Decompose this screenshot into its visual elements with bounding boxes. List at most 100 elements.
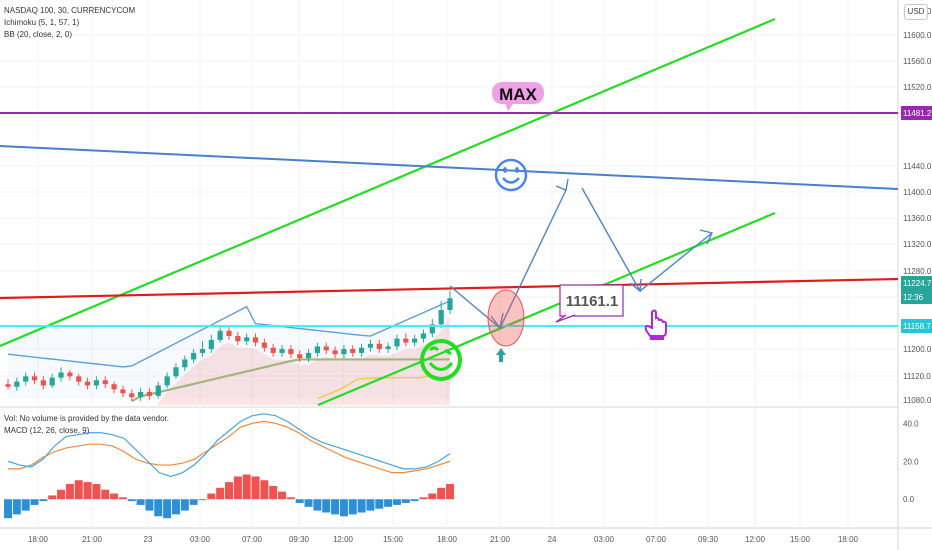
candle <box>173 367 179 377</box>
candle <box>341 349 347 355</box>
bb-legend[interactable]: BB (20, close, 2, 0) <box>4 30 73 39</box>
max-bubble <box>492 82 544 104</box>
macd-histogram-bar <box>437 487 446 500</box>
time-axis-label: 18:00 <box>838 535 859 544</box>
arrow-head <box>699 229 713 245</box>
candle <box>447 298 453 310</box>
time-axis-label: 24 <box>548 535 557 544</box>
candle <box>182 359 188 368</box>
macd-histogram-bar <box>410 499 419 502</box>
price-tick-label: 11320.0 <box>903 240 932 249</box>
candle <box>49 377 55 386</box>
target-callout-tail <box>555 314 576 323</box>
price-badge <box>901 319 932 333</box>
price-badge <box>901 276 932 290</box>
macd-histogram-bar <box>278 491 287 500</box>
macd-histogram-bar <box>127 499 136 502</box>
price-tick-label: 11560.0 <box>903 57 932 66</box>
up-arrow-icon <box>496 348 506 362</box>
target-price-label: 11161.1 <box>566 293 619 310</box>
price-tick-label: 11200.0 <box>903 345 932 354</box>
macd-histogram-bar <box>39 499 48 502</box>
arrow-head <box>490 312 504 330</box>
price-tick-label: 11600.0 <box>903 31 932 40</box>
arrow-head <box>629 278 642 293</box>
wink-eye <box>444 348 452 356</box>
time-axis-label: 12:00 <box>333 535 354 544</box>
candle <box>279 349 285 353</box>
macd-histogram-bar <box>366 499 375 511</box>
candle <box>111 384 117 390</box>
time-axis-label: 09:30 <box>289 535 310 544</box>
macd-legend[interactable]: MACD (12, 26, close, 9) <box>4 426 90 435</box>
time-axis-label: 03:00 <box>594 535 615 544</box>
macd-histogram-bar <box>419 497 428 500</box>
price-tick-label: 11080.0 <box>903 396 932 405</box>
macd-histogram-bar <box>242 474 251 500</box>
candle <box>412 338 418 343</box>
wink-eye <box>428 346 440 352</box>
candle <box>129 393 135 398</box>
candle <box>323 346 329 351</box>
upper-channel-line[interactable] <box>0 17 776 348</box>
smiley-face <box>494 158 528 192</box>
candle <box>191 352 197 360</box>
max-bubble-tail <box>505 103 514 111</box>
macd-histogram-bar <box>189 499 198 505</box>
candle <box>226 330 232 337</box>
macd-histogram-bar <box>154 499 163 517</box>
macd-histogram-bar <box>83 482 92 500</box>
max-label: MAX <box>499 85 537 104</box>
candle <box>438 309 444 325</box>
candle <box>314 346 320 353</box>
candle <box>164 376 170 386</box>
candle <box>93 380 99 386</box>
candle <box>84 381 91 386</box>
candle <box>376 343 382 350</box>
macd-histogram-bar <box>65 484 74 500</box>
macd-histogram-bar <box>48 495 57 500</box>
bollinger-upper-band <box>7 300 451 368</box>
macd-histogram-bar <box>92 484 101 500</box>
macd-histogram-bar <box>180 499 189 511</box>
resistance-trendline[interactable] <box>0 145 899 190</box>
candle <box>244 337 250 342</box>
price-tick-label: 11440.0 <box>903 162 932 171</box>
macd-histogram-bar <box>446 484 454 500</box>
smiley-eye <box>503 167 507 173</box>
candle <box>76 376 82 382</box>
time-axis-label: 21:00 <box>82 535 103 544</box>
candle <box>367 343 374 348</box>
macd-line <box>7 413 451 478</box>
macd-histogram-bar <box>322 499 331 513</box>
macd-histogram-bar <box>110 493 119 500</box>
candle <box>102 380 108 385</box>
candle <box>403 338 409 343</box>
macd-histogram-bar <box>163 499 172 519</box>
macd-histogram-bar <box>101 489 110 500</box>
macd-histogram-bar <box>198 499 207 501</box>
red-trendline[interactable] <box>0 277 899 300</box>
macd-histogram-bar <box>145 499 154 511</box>
lower-channel-line[interactable] <box>317 211 776 407</box>
time-axis-label: 07:00 <box>646 535 667 544</box>
ichimoku-legend[interactable]: Ichimoku (5, 1, 57, 1) <box>4 18 80 27</box>
target-callout <box>559 284 624 317</box>
hand-cuff <box>650 335 664 340</box>
time-axis-label: 18:00 <box>28 535 49 544</box>
macd-histogram-bar <box>384 499 393 507</box>
time-axis-label: 15:00 <box>790 535 811 544</box>
volume-legend[interactable]: Vol: No volume is provided by the data v… <box>4 414 169 423</box>
currency-button[interactable]: USD <box>904 4 928 20</box>
price-tick-label: 11280.0 <box>903 267 932 276</box>
candle <box>146 391 153 396</box>
ichimoku-span <box>317 374 433 400</box>
symbol-legend[interactable]: NASDAQ 100, 30, CURRENCYCOM <box>4 6 136 15</box>
macd-histogram-bar <box>269 485 278 500</box>
macd-histogram-bar <box>260 480 269 500</box>
price-tick-label: 11120.0 <box>903 372 931 381</box>
candle <box>350 349 356 353</box>
macd-histogram-bar <box>136 499 145 505</box>
